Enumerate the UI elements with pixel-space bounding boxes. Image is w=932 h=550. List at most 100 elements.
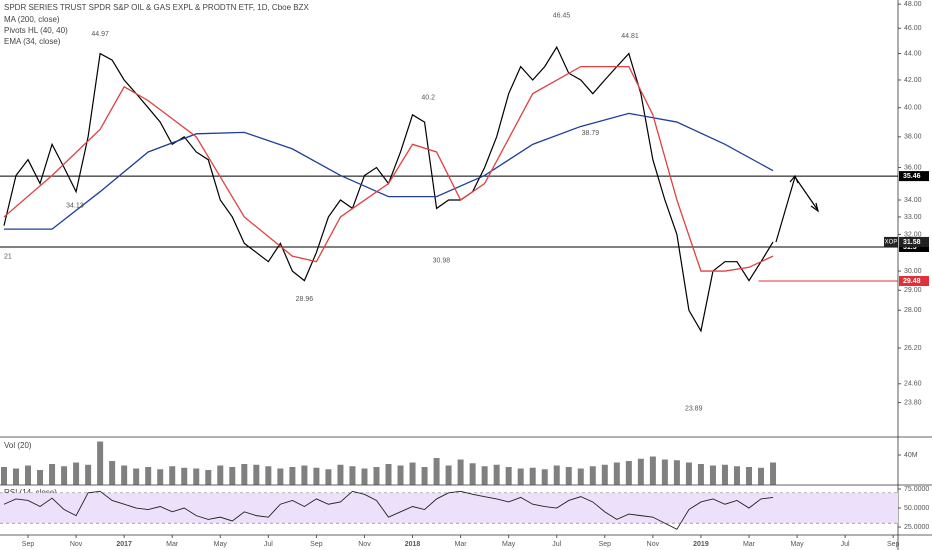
volume-bar	[37, 470, 44, 485]
volume-bar	[625, 461, 632, 485]
chart-title: SPDR SERIES TRUST SPDR S&P OIL & GAS EXP…	[4, 3, 309, 12]
volume-bar	[229, 467, 236, 485]
x-tick-label: Sep	[887, 541, 900, 548]
volume-bar	[553, 465, 560, 485]
volume-bar	[505, 467, 512, 485]
pivot-label: 38.79	[582, 130, 600, 137]
price-tag-box	[899, 241, 929, 252]
y-tick-label: 23.80	[904, 399, 922, 406]
x-tick-label: Nov	[70, 541, 83, 548]
pivot-label: 44.81	[621, 33, 639, 40]
volume-bar	[685, 462, 692, 485]
volume-bar	[277, 468, 284, 485]
arrow-head	[810, 202, 819, 213]
pivot-label: 28.96	[296, 296, 314, 303]
volume-bar	[0, 467, 7, 485]
volume-bar	[649, 456, 656, 485]
x-tick-label: Jul	[841, 541, 850, 548]
volume-bar	[361, 468, 368, 485]
volume-bar	[661, 459, 668, 485]
y-tick-label: 75.0000	[904, 486, 929, 493]
volume-bar	[337, 464, 344, 485]
x-tick-label: Jul	[552, 541, 561, 548]
volume-bar	[253, 464, 260, 485]
volume-bar	[109, 461, 116, 485]
y-tick-label: 30.00	[904, 268, 922, 275]
volume-bar	[433, 458, 440, 485]
volume-bar	[289, 467, 296, 485]
volume-bar	[481, 466, 488, 485]
price-tag: 31.3	[903, 244, 917, 251]
volume-bar	[25, 465, 32, 485]
pivot-label: 46.45	[553, 13, 571, 20]
x-tick-label: May	[214, 541, 228, 548]
y-tick-label: 32.00	[904, 231, 922, 238]
volume-bar	[169, 466, 176, 485]
volume-bar	[457, 459, 464, 485]
indicator-label: EMA (34, close)	[4, 37, 61, 46]
x-tick-label: Sep	[310, 541, 323, 548]
indicator-label: MA (200, close)	[4, 15, 60, 24]
series-line	[3, 112, 774, 230]
last-price: 31.58	[903, 239, 921, 246]
y-tick-label: 33.00	[904, 214, 922, 221]
series-line	[3, 65, 774, 272]
volume-bar	[97, 441, 104, 485]
volume-bar	[181, 467, 188, 485]
y-tick-label: 34.00	[904, 197, 922, 204]
pivot-label: 34.13	[66, 203, 84, 210]
x-tick-label: 2018	[405, 541, 421, 548]
y-tick-label: 25.0000	[904, 524, 929, 531]
volume-bar	[613, 462, 620, 485]
volume-bar	[205, 470, 212, 485]
x-tick-label: Mar	[166, 541, 179, 548]
volume-bar	[421, 467, 428, 485]
pivot-label: 30.98	[433, 258, 451, 265]
volume-bar	[541, 469, 548, 485]
volume-bar	[241, 464, 248, 485]
x-tick-label: May	[502, 541, 516, 548]
volume-bar	[445, 465, 452, 485]
volume-bar	[349, 466, 356, 485]
x-tick-label: Nov	[358, 541, 371, 548]
volume-bar	[697, 464, 704, 485]
x-tick-label: Sep	[599, 541, 612, 548]
pivot-label: 21	[4, 253, 12, 260]
x-tick-label: 2017	[116, 541, 132, 548]
volume-bar	[721, 464, 728, 485]
volume-bar	[193, 468, 200, 485]
volume-bar	[397, 465, 404, 485]
y-tick-label: 46.00	[904, 25, 922, 32]
price-tag-box	[899, 171, 929, 182]
y-tick-label: 44.00	[904, 50, 922, 57]
y-tick-label: 38.00	[904, 134, 922, 141]
x-tick-label: Mar	[743, 541, 756, 548]
volume-bar	[529, 467, 536, 485]
volume-bar	[313, 467, 320, 485]
volume-bar	[61, 466, 68, 485]
x-tick-label: May	[790, 541, 804, 548]
y-tick-label: 36.00	[904, 164, 922, 171]
pivot-label: 40.2	[421, 95, 435, 102]
last-price-box	[899, 236, 929, 247]
rsi-line	[3, 490, 774, 530]
volume-bar	[589, 466, 596, 485]
volume-bar	[133, 468, 140, 485]
volume-bar	[709, 465, 716, 485]
y-tick-label: 48.00	[904, 1, 922, 8]
arrow-head	[789, 174, 799, 184]
volume-bar	[770, 462, 777, 485]
volume-bar	[325, 469, 332, 485]
volume-bar	[469, 463, 476, 485]
volume-bar	[758, 467, 765, 485]
y-tick-label: 24.60	[904, 381, 922, 388]
x-tick-label: Sep	[22, 541, 35, 548]
volume-bar	[673, 460, 680, 485]
volume-bar	[301, 465, 308, 485]
y-tick-label: 26.20	[904, 345, 922, 352]
volume-bar	[13, 468, 20, 485]
volume-bar	[217, 465, 224, 485]
volume-bar	[145, 467, 152, 485]
price-tag-box	[899, 276, 929, 287]
